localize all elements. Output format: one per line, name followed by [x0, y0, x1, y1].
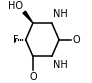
Text: O: O [29, 72, 37, 82]
Text: HO: HO [8, 1, 23, 11]
Text: NH: NH [53, 9, 68, 19]
Text: NH: NH [53, 60, 68, 70]
Polygon shape [23, 11, 33, 23]
Text: O: O [72, 35, 80, 45]
Text: F: F [13, 35, 18, 45]
